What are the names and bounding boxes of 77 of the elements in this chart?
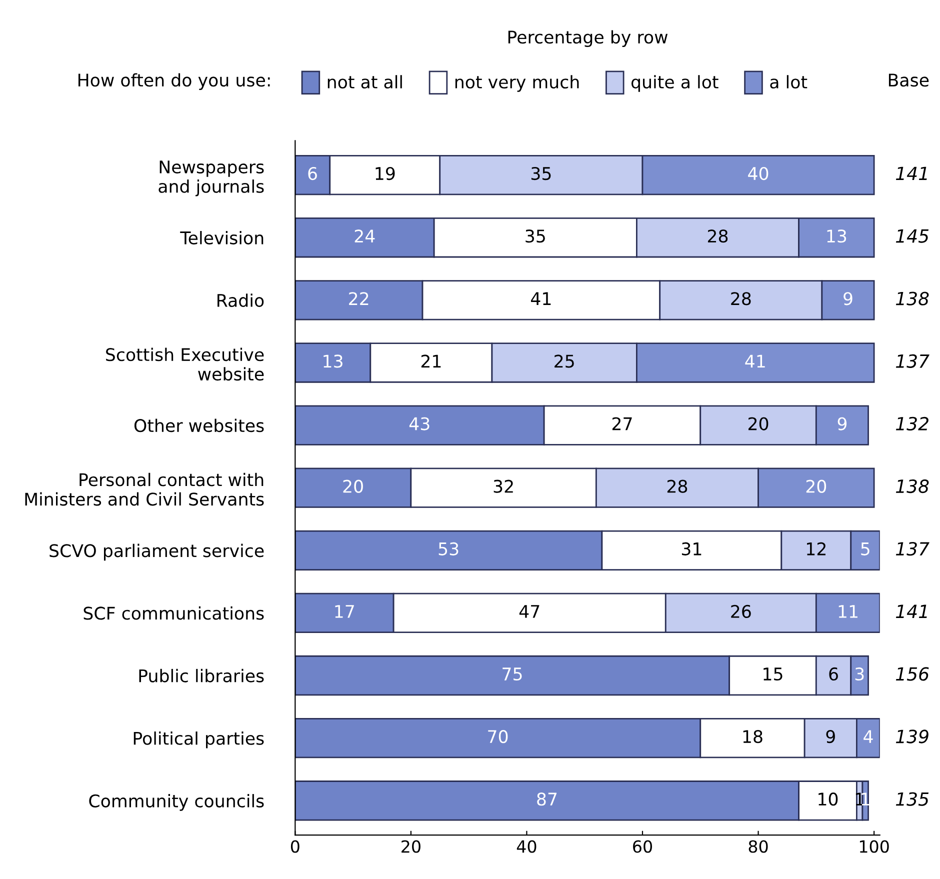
y-tick-label: Personal contact with Ministers and Civil Servants <box>25 472 264 506</box>
data-label: 75 <box>502 668 522 681</box>
chart-title: Percentage by row <box>508 30 668 48</box>
data-label: 87 <box>537 792 557 806</box>
data-label: 28 <box>667 480 688 493</box>
text: 137 <box>896 354 930 368</box>
y-tick-label: Political parties <box>134 731 264 748</box>
legend-label: not at all <box>328 75 402 89</box>
text: 145 <box>896 229 929 243</box>
data-label: 21 <box>421 354 441 368</box>
data-label: 41 <box>530 292 551 305</box>
data-label: 43 <box>409 417 430 430</box>
data-label: 40 <box>748 166 768 180</box>
y-tick-label: Public libraries <box>139 668 264 682</box>
legend-label: not very much <box>455 75 579 92</box>
data-label: 70 <box>488 730 508 744</box>
data-label: 12 <box>807 542 826 556</box>
data-label: 35 <box>526 230 545 243</box>
data-label: 19 <box>376 166 395 180</box>
data-label: 20 <box>806 480 826 493</box>
y-tick-label: Newspapers and journals <box>158 160 264 196</box>
legend-label: quite a lot <box>631 75 718 92</box>
data-label: 27 <box>612 417 632 430</box>
data-label: 15 <box>764 668 782 681</box>
y-tick-label: Community councils <box>89 794 264 811</box>
data-label: 3 <box>855 667 864 681</box>
x-tick-label: 100 <box>860 840 889 853</box>
y-tick-label: Television <box>180 231 264 244</box>
data-label: 10 <box>818 792 838 806</box>
data-label: 20 <box>343 480 363 493</box>
text: Base <box>888 74 929 87</box>
x-tick-label: 60 <box>633 840 652 853</box>
y-tick-label: Other websites <box>134 418 264 432</box>
x-tick-label: 80 <box>748 840 768 853</box>
y-tick-label: SCVO parliament service <box>50 544 264 561</box>
data-label: 31 <box>682 542 702 556</box>
data-label: 28 <box>708 230 728 243</box>
data-label: 25 <box>554 354 574 368</box>
y-tick-label: Radio <box>218 294 264 308</box>
data-label: 41 <box>745 354 765 368</box>
data-label: 18 <box>743 730 762 744</box>
data-label: 24 <box>354 230 375 242</box>
x-tick-label: 0 <box>290 840 300 853</box>
data-label: 13 <box>324 354 342 368</box>
data-label: 47 <box>519 605 540 618</box>
data-label: 6 <box>829 667 838 681</box>
data-label: 5 <box>861 542 870 556</box>
data-label: 6 <box>308 166 317 180</box>
text: 132 <box>896 416 928 431</box>
text: 141 <box>896 604 927 618</box>
data-label: 22 <box>349 292 368 305</box>
data-label: 20 <box>748 417 768 430</box>
data-label: 9 <box>838 417 847 430</box>
x-tick-label: 40 <box>516 840 536 853</box>
text: 141 <box>896 166 927 180</box>
legend-label: a lot <box>770 75 808 89</box>
text: 156 <box>896 667 929 681</box>
legend-title: How often do you use: <box>78 73 270 90</box>
data-label: 9 <box>826 730 835 744</box>
data-label: 9 <box>844 292 852 306</box>
x-tick-label: 20 <box>402 840 420 853</box>
data-label: 28 <box>731 292 751 306</box>
text: 138 <box>896 479 929 494</box>
data-label: 26 <box>731 604 751 618</box>
data-label: 17 <box>335 605 354 618</box>
data-label: 32 <box>494 480 513 493</box>
y-tick-label: Scottish Executive website <box>106 348 264 381</box>
text: 135 <box>896 792 929 806</box>
data-label: 4 <box>864 730 873 743</box>
data-label: 35 <box>531 166 551 180</box>
data-label: 53 <box>438 542 458 556</box>
text: 138 <box>896 292 929 306</box>
data-label: 11 <box>838 605 858 618</box>
text: 137 <box>896 542 930 556</box>
y-tick-label: SCF communications <box>84 606 264 620</box>
text: 139 <box>896 730 928 744</box>
data-label: 13 <box>827 230 846 243</box>
